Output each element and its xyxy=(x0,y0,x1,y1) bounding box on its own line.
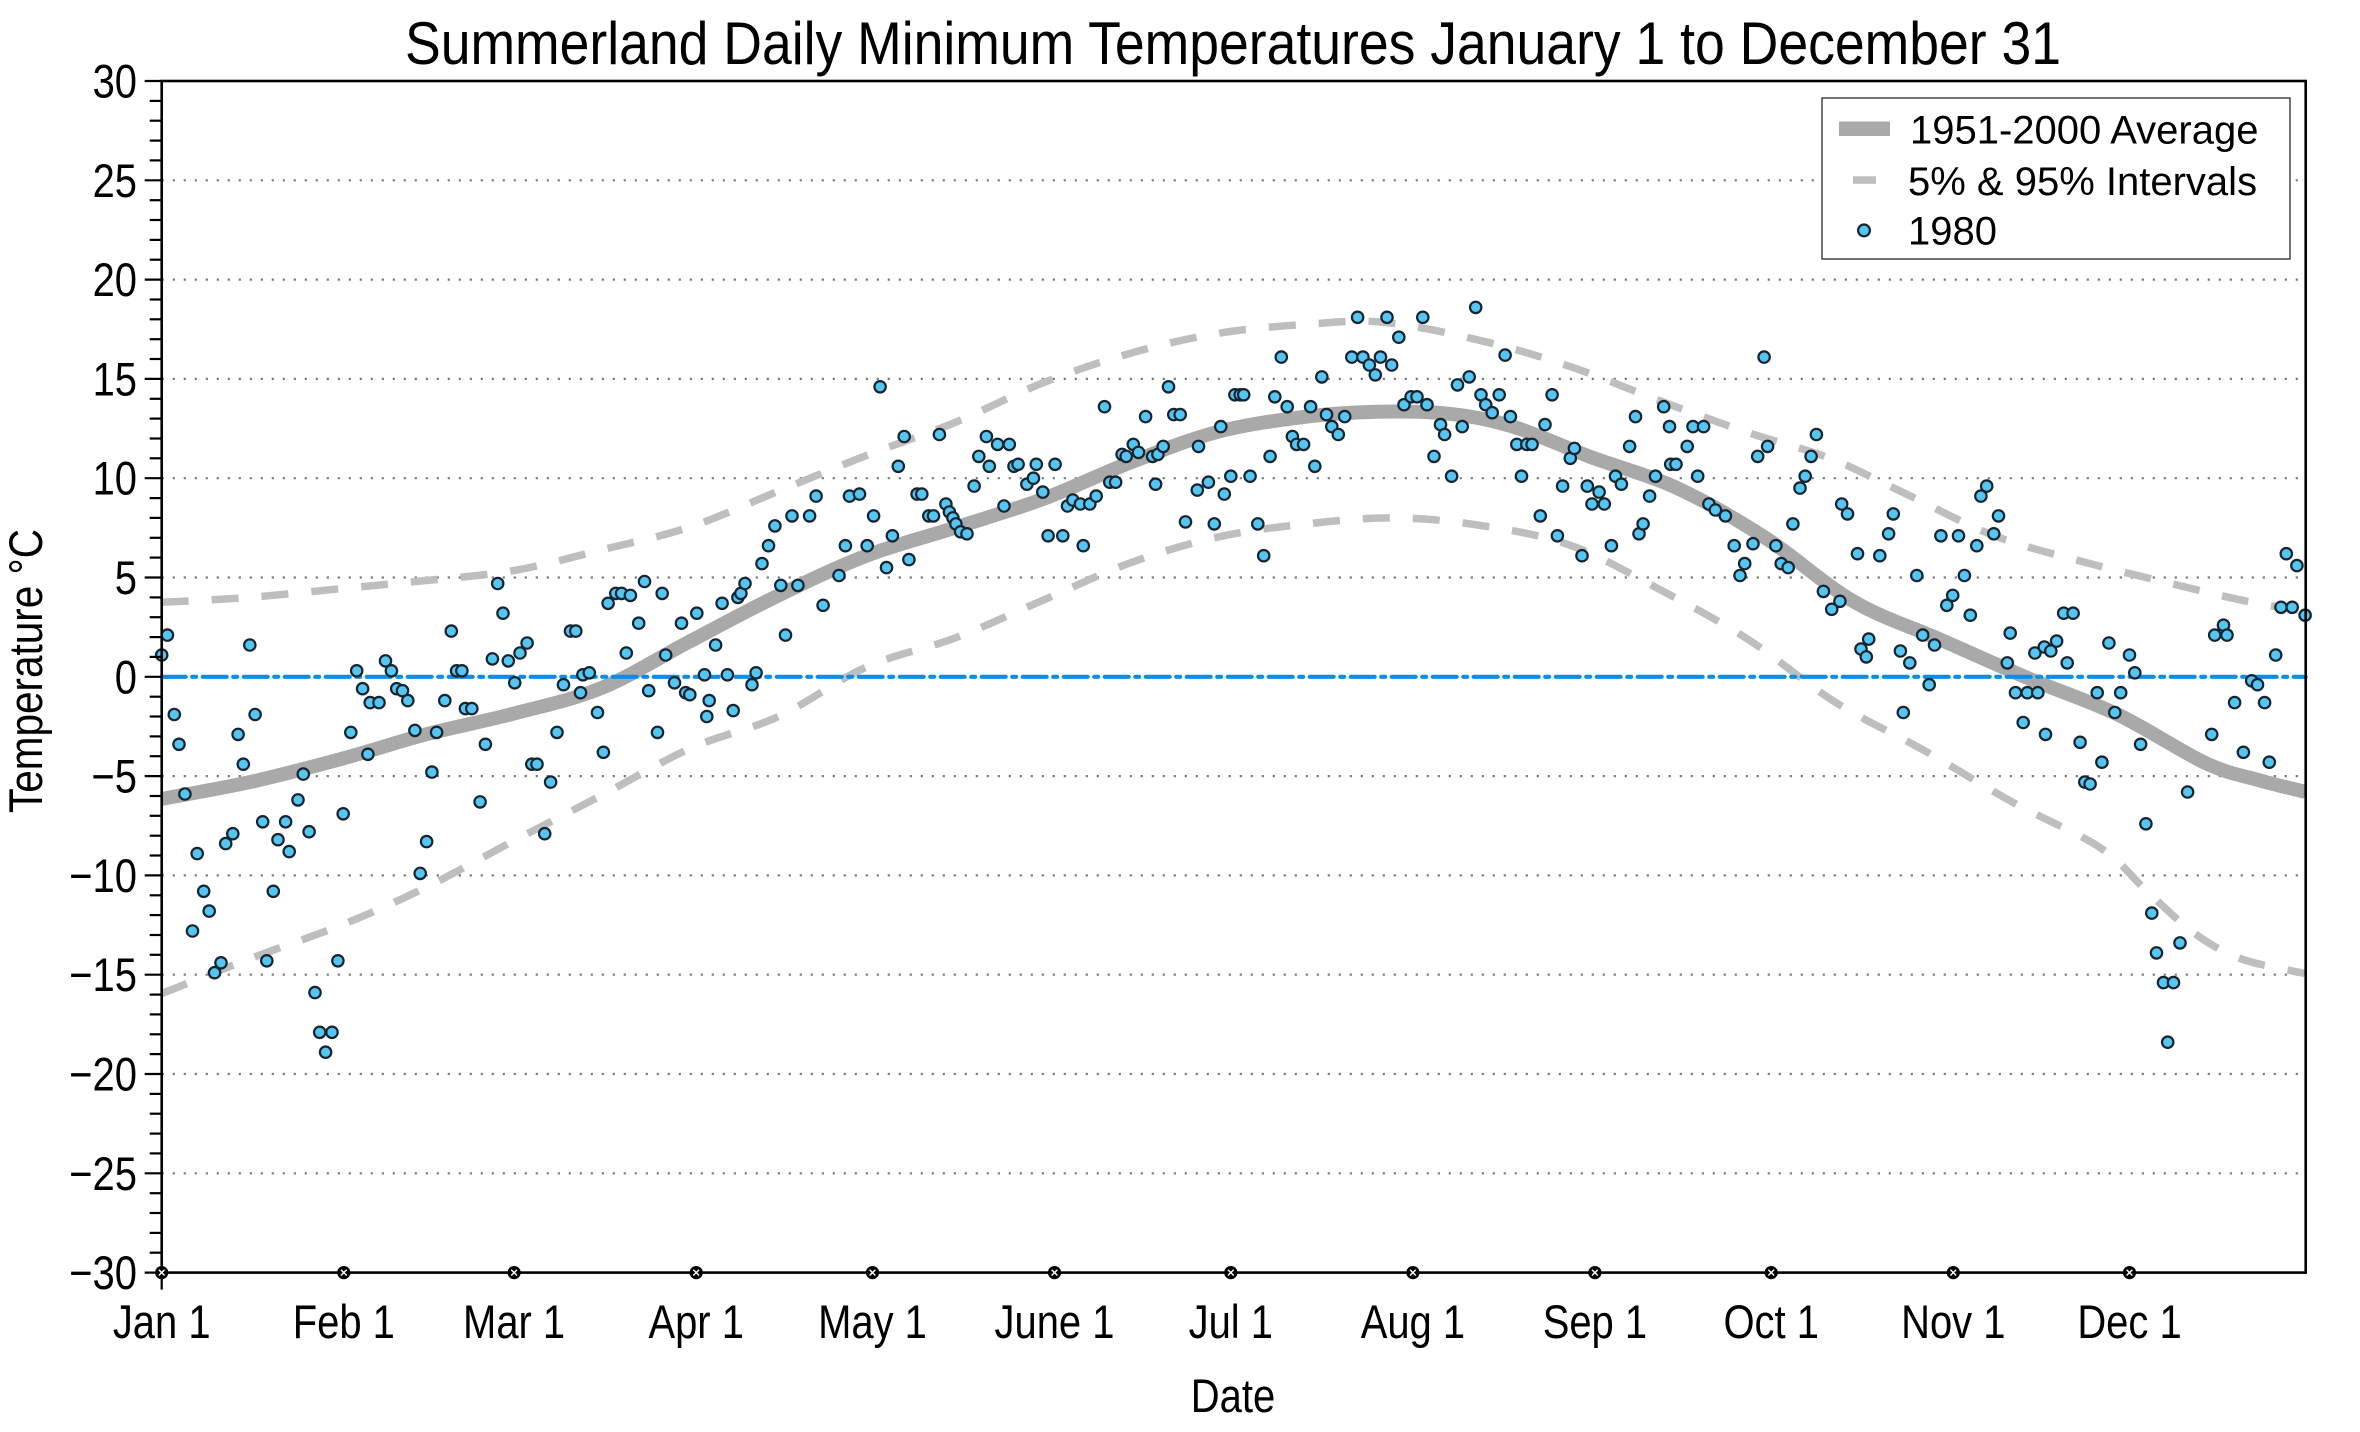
svg-text:Mar 1: Mar 1 xyxy=(463,1295,565,1348)
svg-text:Temperature °C: Temperature °C xyxy=(0,529,52,813)
svg-text:25: 25 xyxy=(93,154,137,207)
svg-text:1951-2000 Average: 1951-2000 Average xyxy=(1910,109,2258,153)
svg-text:Apr 1: Apr 1 xyxy=(648,1295,744,1348)
svg-text:Dec 1: Dec 1 xyxy=(2077,1295,2181,1348)
svg-text:−20: −20 xyxy=(69,1048,137,1101)
svg-text:Jul 1: Jul 1 xyxy=(1189,1295,1273,1348)
svg-text:30: 30 xyxy=(93,55,137,108)
svg-text:Oct 1: Oct 1 xyxy=(1723,1295,1819,1348)
svg-text:−25: −25 xyxy=(69,1147,137,1200)
svg-text:5: 5 xyxy=(115,551,137,604)
svg-text:10: 10 xyxy=(93,452,137,505)
svg-text:20: 20 xyxy=(93,253,137,306)
svg-text:−15: −15 xyxy=(69,948,137,1001)
svg-text:−5: −5 xyxy=(92,750,138,803)
svg-text:Aug 1: Aug 1 xyxy=(1361,1295,1465,1348)
svg-text:Sep 1: Sep 1 xyxy=(1543,1295,1647,1348)
svg-text:Jan 1: Jan 1 xyxy=(113,1295,211,1348)
svg-text:0: 0 xyxy=(115,650,137,703)
svg-text:Date: Date xyxy=(1191,1369,1275,1422)
svg-text:Nov 1: Nov 1 xyxy=(1901,1295,2005,1348)
svg-text:June 1: June 1 xyxy=(995,1295,1115,1348)
svg-text:Summerland Daily Minimum Tempe: Summerland Daily Minimum Temperatures Ja… xyxy=(405,10,2061,77)
svg-text:Feb 1: Feb 1 xyxy=(293,1295,395,1348)
svg-text:5% & 95% Intervals: 5% & 95% Intervals xyxy=(1908,160,2257,204)
svg-text:15: 15 xyxy=(93,352,137,405)
svg-text:May 1: May 1 xyxy=(818,1295,927,1348)
svg-text:−10: −10 xyxy=(69,849,137,902)
svg-text:−30: −30 xyxy=(69,1246,137,1299)
svg-text:1980: 1980 xyxy=(1908,210,1997,254)
